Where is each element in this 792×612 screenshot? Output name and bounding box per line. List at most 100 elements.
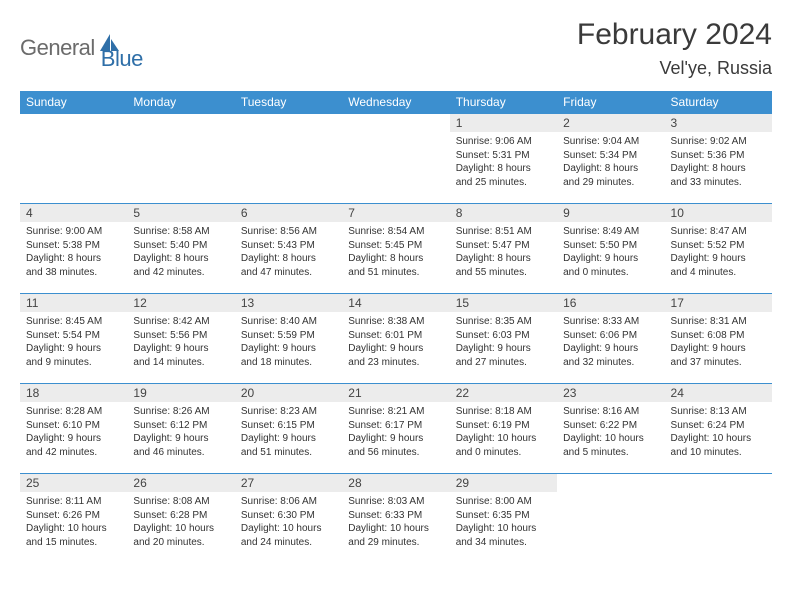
day-sunset: Sunset: 5:52 PM <box>671 239 766 253</box>
brand-text-blue: Blue <box>101 46 143 72</box>
day-sunset: Sunset: 6:15 PM <box>241 419 336 433</box>
day-number: 17 <box>665 294 772 312</box>
calendar-day-cell: 25Sunrise: 8:11 AMSunset: 6:26 PMDayligh… <box>20 474 127 564</box>
day-daylight1: Daylight: 10 hours <box>348 522 443 536</box>
day-daylight1: Daylight: 9 hours <box>133 342 228 356</box>
day-daylight2: and 34 minutes. <box>456 536 551 550</box>
calendar-week: 25Sunrise: 8:11 AMSunset: 6:26 PMDayligh… <box>20 474 772 564</box>
day-content: Sunrise: 8:33 AMSunset: 6:06 PMDaylight:… <box>557 312 664 369</box>
day-daylight2: and 29 minutes. <box>348 536 443 550</box>
day-daylight1: Daylight: 10 hours <box>241 522 336 536</box>
day-content: Sunrise: 8:18 AMSunset: 6:19 PMDaylight:… <box>450 402 557 459</box>
month-title: February 2024 <box>577 18 772 52</box>
calendar-day-cell: 6Sunrise: 8:56 AMSunset: 5:43 PMDaylight… <box>235 204 342 294</box>
weekday-header: Saturday <box>665 91 772 114</box>
day-content: Sunrise: 8:42 AMSunset: 5:56 PMDaylight:… <box>127 312 234 369</box>
day-sunrise: Sunrise: 8:51 AM <box>456 225 551 239</box>
calendar-day-cell: 17Sunrise: 8:31 AMSunset: 6:08 PMDayligh… <box>665 294 772 384</box>
day-sunset: Sunset: 6:24 PM <box>671 419 766 433</box>
day-content: Sunrise: 8:58 AMSunset: 5:40 PMDaylight:… <box>127 222 234 279</box>
day-daylight1: Daylight: 8 hours <box>26 252 121 266</box>
day-number: 25 <box>20 474 127 492</box>
day-content: Sunrise: 8:47 AMSunset: 5:52 PMDaylight:… <box>665 222 772 279</box>
calendar-day-cell: 13Sunrise: 8:40 AMSunset: 5:59 PMDayligh… <box>235 294 342 384</box>
day-sunrise: Sunrise: 8:31 AM <box>671 315 766 329</box>
day-daylight2: and 25 minutes. <box>456 176 551 190</box>
day-sunset: Sunset: 5:56 PM <box>133 329 228 343</box>
day-daylight2: and 10 minutes. <box>671 446 766 460</box>
day-daylight2: and 46 minutes. <box>133 446 228 460</box>
day-number: 7 <box>342 204 449 222</box>
day-content: Sunrise: 8:54 AMSunset: 5:45 PMDaylight:… <box>342 222 449 279</box>
day-sunrise: Sunrise: 8:03 AM <box>348 495 443 509</box>
day-daylight1: Daylight: 8 hours <box>456 162 551 176</box>
day-daylight2: and 0 minutes. <box>456 446 551 460</box>
day-sunset: Sunset: 6:06 PM <box>563 329 658 343</box>
day-sunset: Sunset: 6:26 PM <box>26 509 121 523</box>
day-daylight2: and 56 minutes. <box>348 446 443 460</box>
calendar-day-cell: 27Sunrise: 8:06 AMSunset: 6:30 PMDayligh… <box>235 474 342 564</box>
day-number: 3 <box>665 114 772 132</box>
day-daylight1: Daylight: 10 hours <box>26 522 121 536</box>
day-daylight1: Daylight: 9 hours <box>133 432 228 446</box>
day-sunrise: Sunrise: 8:00 AM <box>456 495 551 509</box>
calendar-page: General Blue February 2024 Vel'ye, Russi… <box>0 0 792 564</box>
day-content: Sunrise: 9:02 AMSunset: 5:36 PMDaylight:… <box>665 132 772 189</box>
day-sunrise: Sunrise: 8:49 AM <box>563 225 658 239</box>
weekday-header: Sunday <box>20 91 127 114</box>
day-sunset: Sunset: 6:19 PM <box>456 419 551 433</box>
calendar-day-cell: 28Sunrise: 8:03 AMSunset: 6:33 PMDayligh… <box>342 474 449 564</box>
empty-day <box>342 114 449 130</box>
day-content: Sunrise: 8:40 AMSunset: 5:59 PMDaylight:… <box>235 312 342 369</box>
calendar-day-cell: 2Sunrise: 9:04 AMSunset: 5:34 PMDaylight… <box>557 114 664 204</box>
calendar-day-cell: 29Sunrise: 8:00 AMSunset: 6:35 PMDayligh… <box>450 474 557 564</box>
day-daylight1: Daylight: 8 hours <box>456 252 551 266</box>
day-daylight2: and 38 minutes. <box>26 266 121 280</box>
day-daylight1: Daylight: 9 hours <box>348 342 443 356</box>
day-number: 6 <box>235 204 342 222</box>
weekday-header: Wednesday <box>342 91 449 114</box>
day-sunset: Sunset: 6:33 PM <box>348 509 443 523</box>
day-number: 13 <box>235 294 342 312</box>
day-sunset: Sunset: 6:17 PM <box>348 419 443 433</box>
day-daylight2: and 24 minutes. <box>241 536 336 550</box>
day-number: 4 <box>20 204 127 222</box>
calendar-day-cell: 4Sunrise: 9:00 AMSunset: 5:38 PMDaylight… <box>20 204 127 294</box>
day-number: 12 <box>127 294 234 312</box>
day-content: Sunrise: 8:03 AMSunset: 6:33 PMDaylight:… <box>342 492 449 549</box>
day-content: Sunrise: 8:21 AMSunset: 6:17 PMDaylight:… <box>342 402 449 459</box>
day-daylight2: and 55 minutes. <box>456 266 551 280</box>
day-number: 15 <box>450 294 557 312</box>
day-sunset: Sunset: 6:12 PM <box>133 419 228 433</box>
day-number: 22 <box>450 384 557 402</box>
day-number: 2 <box>557 114 664 132</box>
calendar-day-cell: 12Sunrise: 8:42 AMSunset: 5:56 PMDayligh… <box>127 294 234 384</box>
calendar-table: Sunday Monday Tuesday Wednesday Thursday… <box>20 91 772 564</box>
day-number: 20 <box>235 384 342 402</box>
calendar-day-cell <box>665 474 772 564</box>
day-sunset: Sunset: 5:47 PM <box>456 239 551 253</box>
day-sunrise: Sunrise: 9:00 AM <box>26 225 121 239</box>
day-content: Sunrise: 9:00 AMSunset: 5:38 PMDaylight:… <box>20 222 127 279</box>
day-daylight2: and 29 minutes. <box>563 176 658 190</box>
day-daylight1: Daylight: 10 hours <box>456 522 551 536</box>
day-daylight2: and 5 minutes. <box>563 446 658 460</box>
day-content: Sunrise: 8:28 AMSunset: 6:10 PMDaylight:… <box>20 402 127 459</box>
header: General Blue February 2024 Vel'ye, Russi… <box>20 18 772 79</box>
day-number: 11 <box>20 294 127 312</box>
day-sunset: Sunset: 5:59 PM <box>241 329 336 343</box>
calendar-day-cell: 9Sunrise: 8:49 AMSunset: 5:50 PMDaylight… <box>557 204 664 294</box>
title-block: February 2024 Vel'ye, Russia <box>577 18 772 79</box>
day-daylight1: Daylight: 8 hours <box>133 252 228 266</box>
calendar-day-cell: 5Sunrise: 8:58 AMSunset: 5:40 PMDaylight… <box>127 204 234 294</box>
calendar-day-cell: 10Sunrise: 8:47 AMSunset: 5:52 PMDayligh… <box>665 204 772 294</box>
day-daylight2: and 4 minutes. <box>671 266 766 280</box>
day-number: 24 <box>665 384 772 402</box>
day-sunrise: Sunrise: 9:02 AM <box>671 135 766 149</box>
calendar-body: 1Sunrise: 9:06 AMSunset: 5:31 PMDaylight… <box>20 114 772 564</box>
day-daylight2: and 18 minutes. <box>241 356 336 370</box>
day-daylight2: and 20 minutes. <box>133 536 228 550</box>
day-sunrise: Sunrise: 8:38 AM <box>348 315 443 329</box>
calendar-week: 1Sunrise: 9:06 AMSunset: 5:31 PMDaylight… <box>20 114 772 204</box>
day-sunset: Sunset: 6:10 PM <box>26 419 121 433</box>
